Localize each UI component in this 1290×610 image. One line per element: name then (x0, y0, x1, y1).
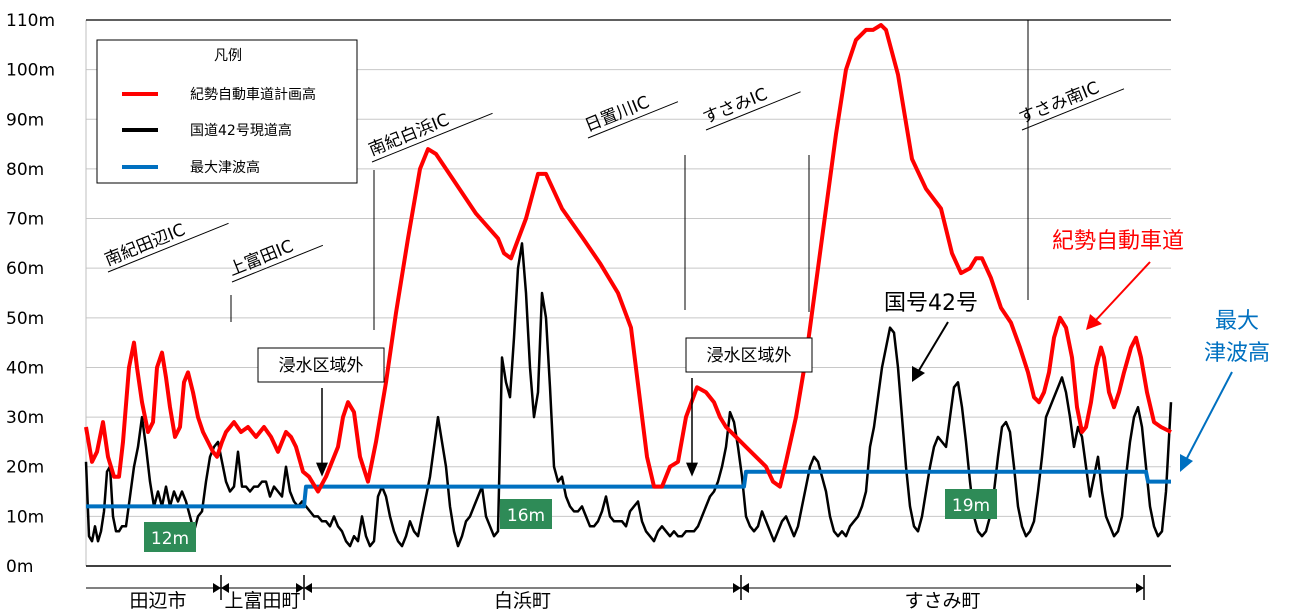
legend-box (96, 39, 358, 184)
route42-label-arrow (917, 321, 949, 373)
municipality-label: 白浜町 (494, 590, 551, 610)
tsunami-value-labels: 12m 16m 19m (144, 489, 997, 552)
route42-label-arrowhead (912, 366, 925, 382)
ic-label: 上富田IC (226, 236, 296, 280)
ic-underline (371, 112, 493, 163)
y-axis-ticks: 0m 10m 20m 30m 40m 50m 60m 70m 80m 90m 100m 110m (6, 11, 55, 577)
municipality-arrowhead (733, 583, 741, 593)
tsunami-badge (144, 522, 196, 552)
ic-underline (231, 244, 324, 283)
tsunami-label-arrowhead (1180, 454, 1193, 472)
callout-label: 浸水区域外 (279, 356, 364, 376)
callout-label: 浸水区域外 (707, 346, 792, 366)
ic-label-group: すさみ南IC (1016, 78, 1125, 131)
tsunami-badge (500, 499, 552, 529)
y-tick-label: 100m (6, 61, 55, 81)
ic-label-group: 南紀田辺IC (102, 220, 229, 273)
ic-label-group: 日置川IC (582, 92, 679, 139)
municipality-arrowhead (213, 583, 221, 593)
municipality-arrowhead (1136, 583, 1144, 593)
y-tick-label: 20m (6, 458, 44, 478)
tsunami-label-arrow (1185, 371, 1233, 461)
y-tick-label: 40m (6, 358, 44, 378)
municipality-arrowhead (304, 583, 312, 593)
y-tick-label: 30m (6, 408, 44, 428)
tsunami-badge-label: 19m (952, 496, 990, 516)
expressway-line (84, 23, 1172, 494)
tsunami-label-line1: 最大 (1215, 309, 1259, 334)
legend-expressway-label: 紀勢自動車道計画高 (190, 86, 316, 103)
expressway-label-arrow (1095, 261, 1151, 321)
flood-callouts: 浸水区域外 浸水区域外 (257, 337, 813, 477)
callout-box (685, 337, 813, 373)
y-tick-label: 90m (6, 110, 44, 130)
tsunami-line (86, 469, 1171, 509)
municipality-label: すさみ町 (904, 590, 980, 610)
y-tick-label: 60m (6, 259, 44, 279)
y-tick-label: 50m (6, 309, 44, 329)
route42-line (84, 242, 1173, 548)
legend-title: 凡例 (214, 48, 242, 64)
ic-underline (1021, 88, 1125, 131)
tsunami-badge (945, 489, 997, 519)
y-tick-label: 80m (6, 160, 44, 180)
legend-tsunami-label: 最大津波高 (190, 159, 260, 176)
route42-label: 国号42号 (884, 291, 978, 316)
ic-label: 日置川IC (582, 92, 652, 136)
municipality-label: 田辺市 (129, 590, 186, 610)
y-tick-label: 10m (6, 507, 44, 527)
tsunami-badge-label: 12m (151, 529, 189, 549)
expressway-label: 紀勢自動車道 (1052, 229, 1184, 254)
ic-label-group: すさみIC (700, 84, 801, 131)
municipality-label: 上富田町 (224, 590, 300, 610)
ic-underline (705, 91, 801, 131)
series-lines (84, 23, 1173, 548)
ic-underline (587, 101, 679, 139)
expressway-label-arrowhead (1086, 314, 1102, 330)
tsunami-badge-label: 16m (507, 506, 545, 526)
y-tick-label: 0m (6, 557, 33, 577)
y-tick-label: 110m (6, 11, 55, 31)
legend-route42-label: 国道42号現道高 (190, 122, 292, 139)
tsunami-label-line2: 津波高 (1204, 341, 1270, 366)
y-tick-label: 70m (6, 210, 44, 230)
ic-label-group: 上富田IC (226, 236, 324, 283)
municipality-arrowhead (296, 583, 304, 593)
callout-arrowhead (686, 462, 698, 477)
callout-arrowhead (316, 462, 328, 477)
ic-underline (107, 222, 229, 273)
municipality-arrowhead (221, 583, 229, 593)
callout-box (257, 347, 385, 383)
municipality-axis: 田辺市 上富田町 白浜町 すさみ町 (86, 575, 1145, 610)
ic-label: すさみIC (700, 84, 770, 128)
municipality-arrowhead (741, 583, 749, 593)
